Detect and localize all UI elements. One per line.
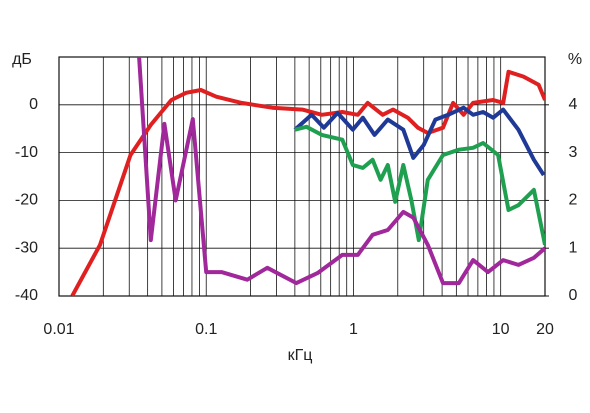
y-tick-label: -40 <box>15 287 38 304</box>
y2-axis-label: % <box>568 51 582 68</box>
x-axis-label: кГц <box>288 347 313 364</box>
y2-tick-label: 4 <box>569 96 578 113</box>
y2-tick-label: 2 <box>569 192 578 209</box>
x-tick-label: 0.01 <box>43 321 74 338</box>
y-tick-label: -30 <box>15 239 38 256</box>
y-tick-label: 0 <box>29 96 38 113</box>
series-line <box>137 57 545 286</box>
x-tick-label: 20 <box>536 321 554 338</box>
y-axis-label: дБ <box>12 51 32 68</box>
y2-tick-label: 1 <box>569 239 578 256</box>
series-line <box>294 124 545 246</box>
y-tick-label: -20 <box>15 192 38 209</box>
y2-tick-label: 0 <box>569 287 578 304</box>
x-tick-label: 10 <box>492 321 510 338</box>
series-line <box>70 69 545 296</box>
y2-tick-label: 3 <box>569 144 578 161</box>
x-tick-label: 0.1 <box>195 321 217 338</box>
y-tick-label: -10 <box>15 144 38 161</box>
series-line <box>293 105 545 177</box>
x-tick-label: 1 <box>349 321 358 338</box>
